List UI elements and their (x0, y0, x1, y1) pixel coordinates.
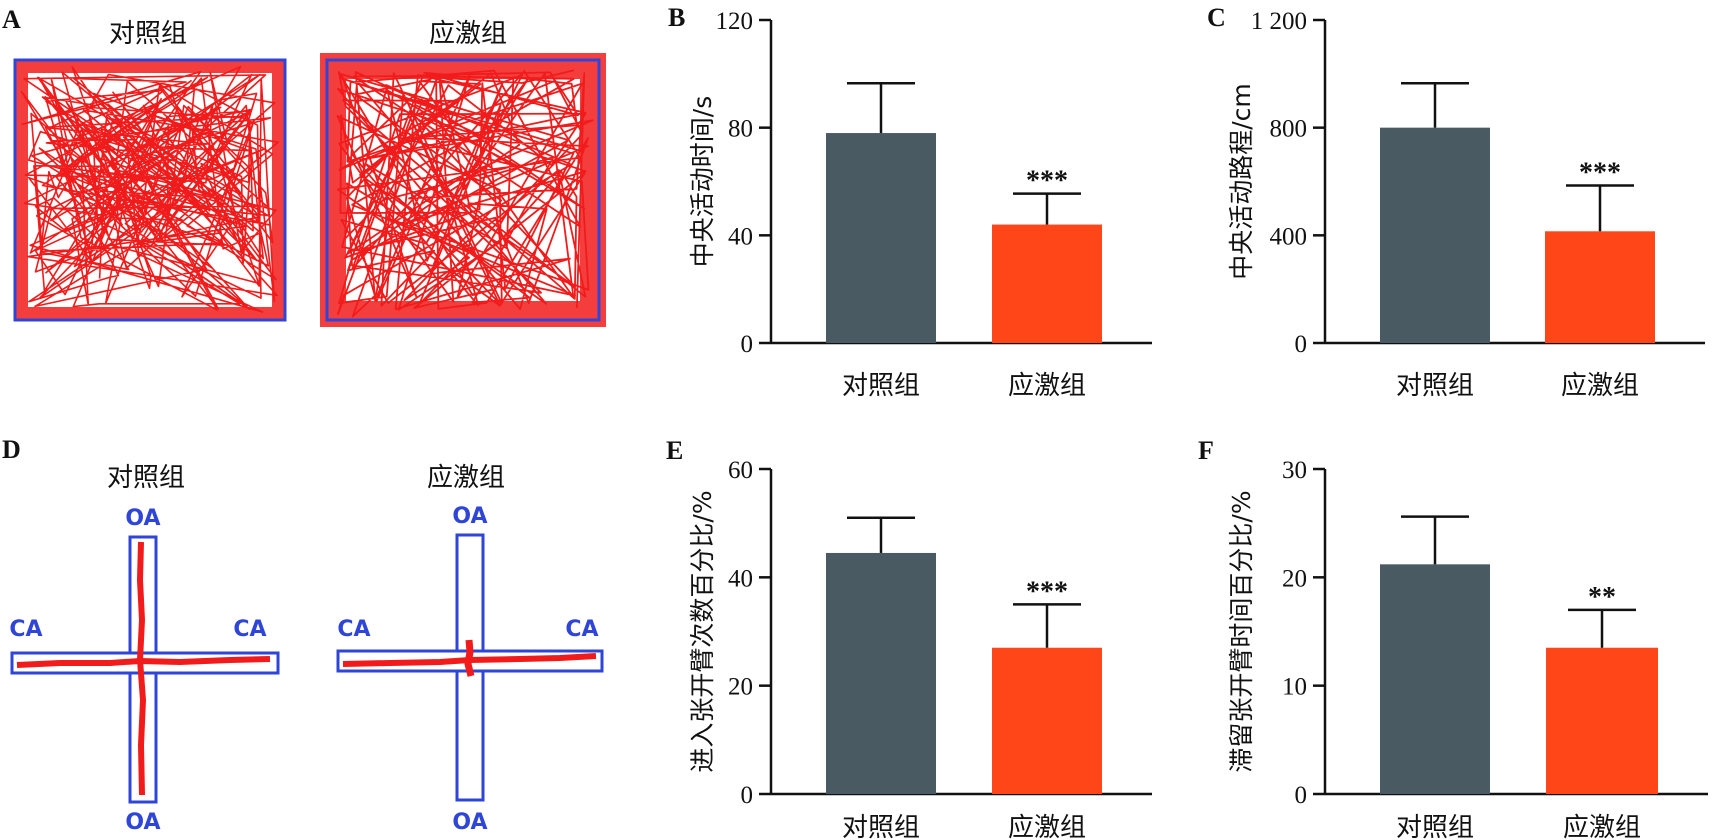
y-tick-label: 120 (716, 8, 754, 35)
bar-stress (992, 224, 1102, 343)
y-axis-label: 进入张开臂次数百分比/% (688, 490, 717, 772)
panel-d: D 对照组 应激组 OA OA CA CA OA OA CA CA (2, 435, 604, 835)
category-label: 对照组 (842, 371, 920, 401)
maze-title-stress: 应激组 (427, 463, 505, 493)
significance-marker: *** (1026, 166, 1068, 197)
maze-title-control: 对照组 (107, 463, 185, 493)
track-path (336, 69, 594, 318)
bar-control (1380, 127, 1490, 344)
category-label: 对照组 (1396, 371, 1474, 401)
significance-marker: ** (1588, 582, 1616, 613)
significance-marker: *** (1026, 576, 1068, 607)
panel-letter-a: A (2, 5, 21, 34)
open-field-title-stress: 应激组 (429, 19, 507, 49)
y-tick-label: 0 (1295, 331, 1308, 358)
plus-maze-stress: OA OA CA CA (336, 504, 604, 835)
maze-track-stress-center (464, 639, 475, 677)
y-axis-label: 中央活动时间/s (688, 96, 717, 267)
y-tick-label: 20 (1282, 565, 1307, 592)
chart-b: B 0 40 80 120 中央活动时间/s 对照组 *** 应激组 (668, 3, 1152, 401)
significance-marker: *** (1579, 158, 1621, 189)
panel-letter-e: E (666, 436, 683, 465)
panel-letter-d: D (2, 435, 21, 464)
bar-stress (992, 647, 1102, 794)
bar-stress (1546, 647, 1658, 794)
y-tick-label: 60 (728, 457, 753, 484)
ca-label-stress-left: CA (337, 617, 370, 642)
bar-control (826, 552, 936, 794)
oa-label-control-top: OA (125, 506, 160, 531)
category-label: 对照组 (842, 813, 920, 840)
y-tick-label: 40 (728, 565, 753, 592)
y-tick-label: 0 (741, 782, 754, 809)
open-field-track-control (14, 59, 286, 321)
oa-label-stress-top: OA (452, 504, 487, 529)
panel-letter-f: F (1198, 436, 1214, 465)
y-tick-label: 80 (728, 116, 753, 143)
track-wall-band (320, 53, 606, 327)
track-wall-band (14, 59, 286, 321)
oa-label-stress-bottom: OA (452, 810, 487, 835)
bar-control (1380, 564, 1490, 794)
category-label: 应激组 (1008, 813, 1086, 840)
open-field-arena-stress (325, 58, 601, 322)
maze-track-control-vertical (136, 541, 147, 796)
y-tick-label: 40 (728, 223, 753, 250)
y-axis-label: 中央活动路程/cm (1227, 83, 1256, 280)
category-label: 对照组 (1396, 813, 1474, 840)
y-tick-label: 1 200 (1251, 8, 1307, 35)
oa-label-control-bottom: OA (125, 810, 160, 835)
bar-control (826, 133, 936, 343)
panel-a: A 对照组 应激组 (2, 5, 606, 327)
y-tick-label: 0 (1295, 782, 1308, 809)
track-path (20, 65, 279, 313)
panel-letter-b: B (668, 3, 685, 32)
panel-letter-c: C (1207, 3, 1226, 32)
ca-label-control-right: CA (233, 617, 266, 642)
open-field-title-control: 对照组 (109, 19, 187, 49)
category-label: 应激组 (1563, 813, 1641, 840)
y-tick-label: 10 (1282, 674, 1307, 701)
y-axis-label: 滞留张开臂时间百分比/% (1227, 490, 1256, 772)
y-tick-label: 30 (1282, 457, 1307, 484)
y-tick-label: 400 (1270, 223, 1308, 250)
bar-stress (1545, 231, 1655, 343)
open-field-arena-control (13, 58, 287, 322)
category-label: 应激组 (1561, 371, 1639, 401)
plus-maze-control: OA OA CA CA (9, 506, 280, 835)
ca-label-control-left: CA (9, 617, 42, 642)
open-field-track-stress (320, 53, 606, 327)
chart-f: F 0 10 20 30 滞留张开臂时间百分比/% 对照组 ** 应激组 (1198, 436, 1708, 840)
y-tick-label: 800 (1270, 116, 1308, 143)
category-label: 应激组 (1008, 371, 1086, 401)
chart-e: E 0 20 40 60 进入张开臂次数百分比/% 对照组 *** 应激组 (666, 436, 1152, 840)
ca-label-stress-right: CA (565, 617, 598, 642)
chart-c: C 0 400 800 1 200 中央活动路程/cm 对照组 *** 应激组 (1207, 3, 1705, 401)
y-tick-label: 20 (728, 674, 753, 701)
y-tick-label: 0 (741, 331, 754, 358)
